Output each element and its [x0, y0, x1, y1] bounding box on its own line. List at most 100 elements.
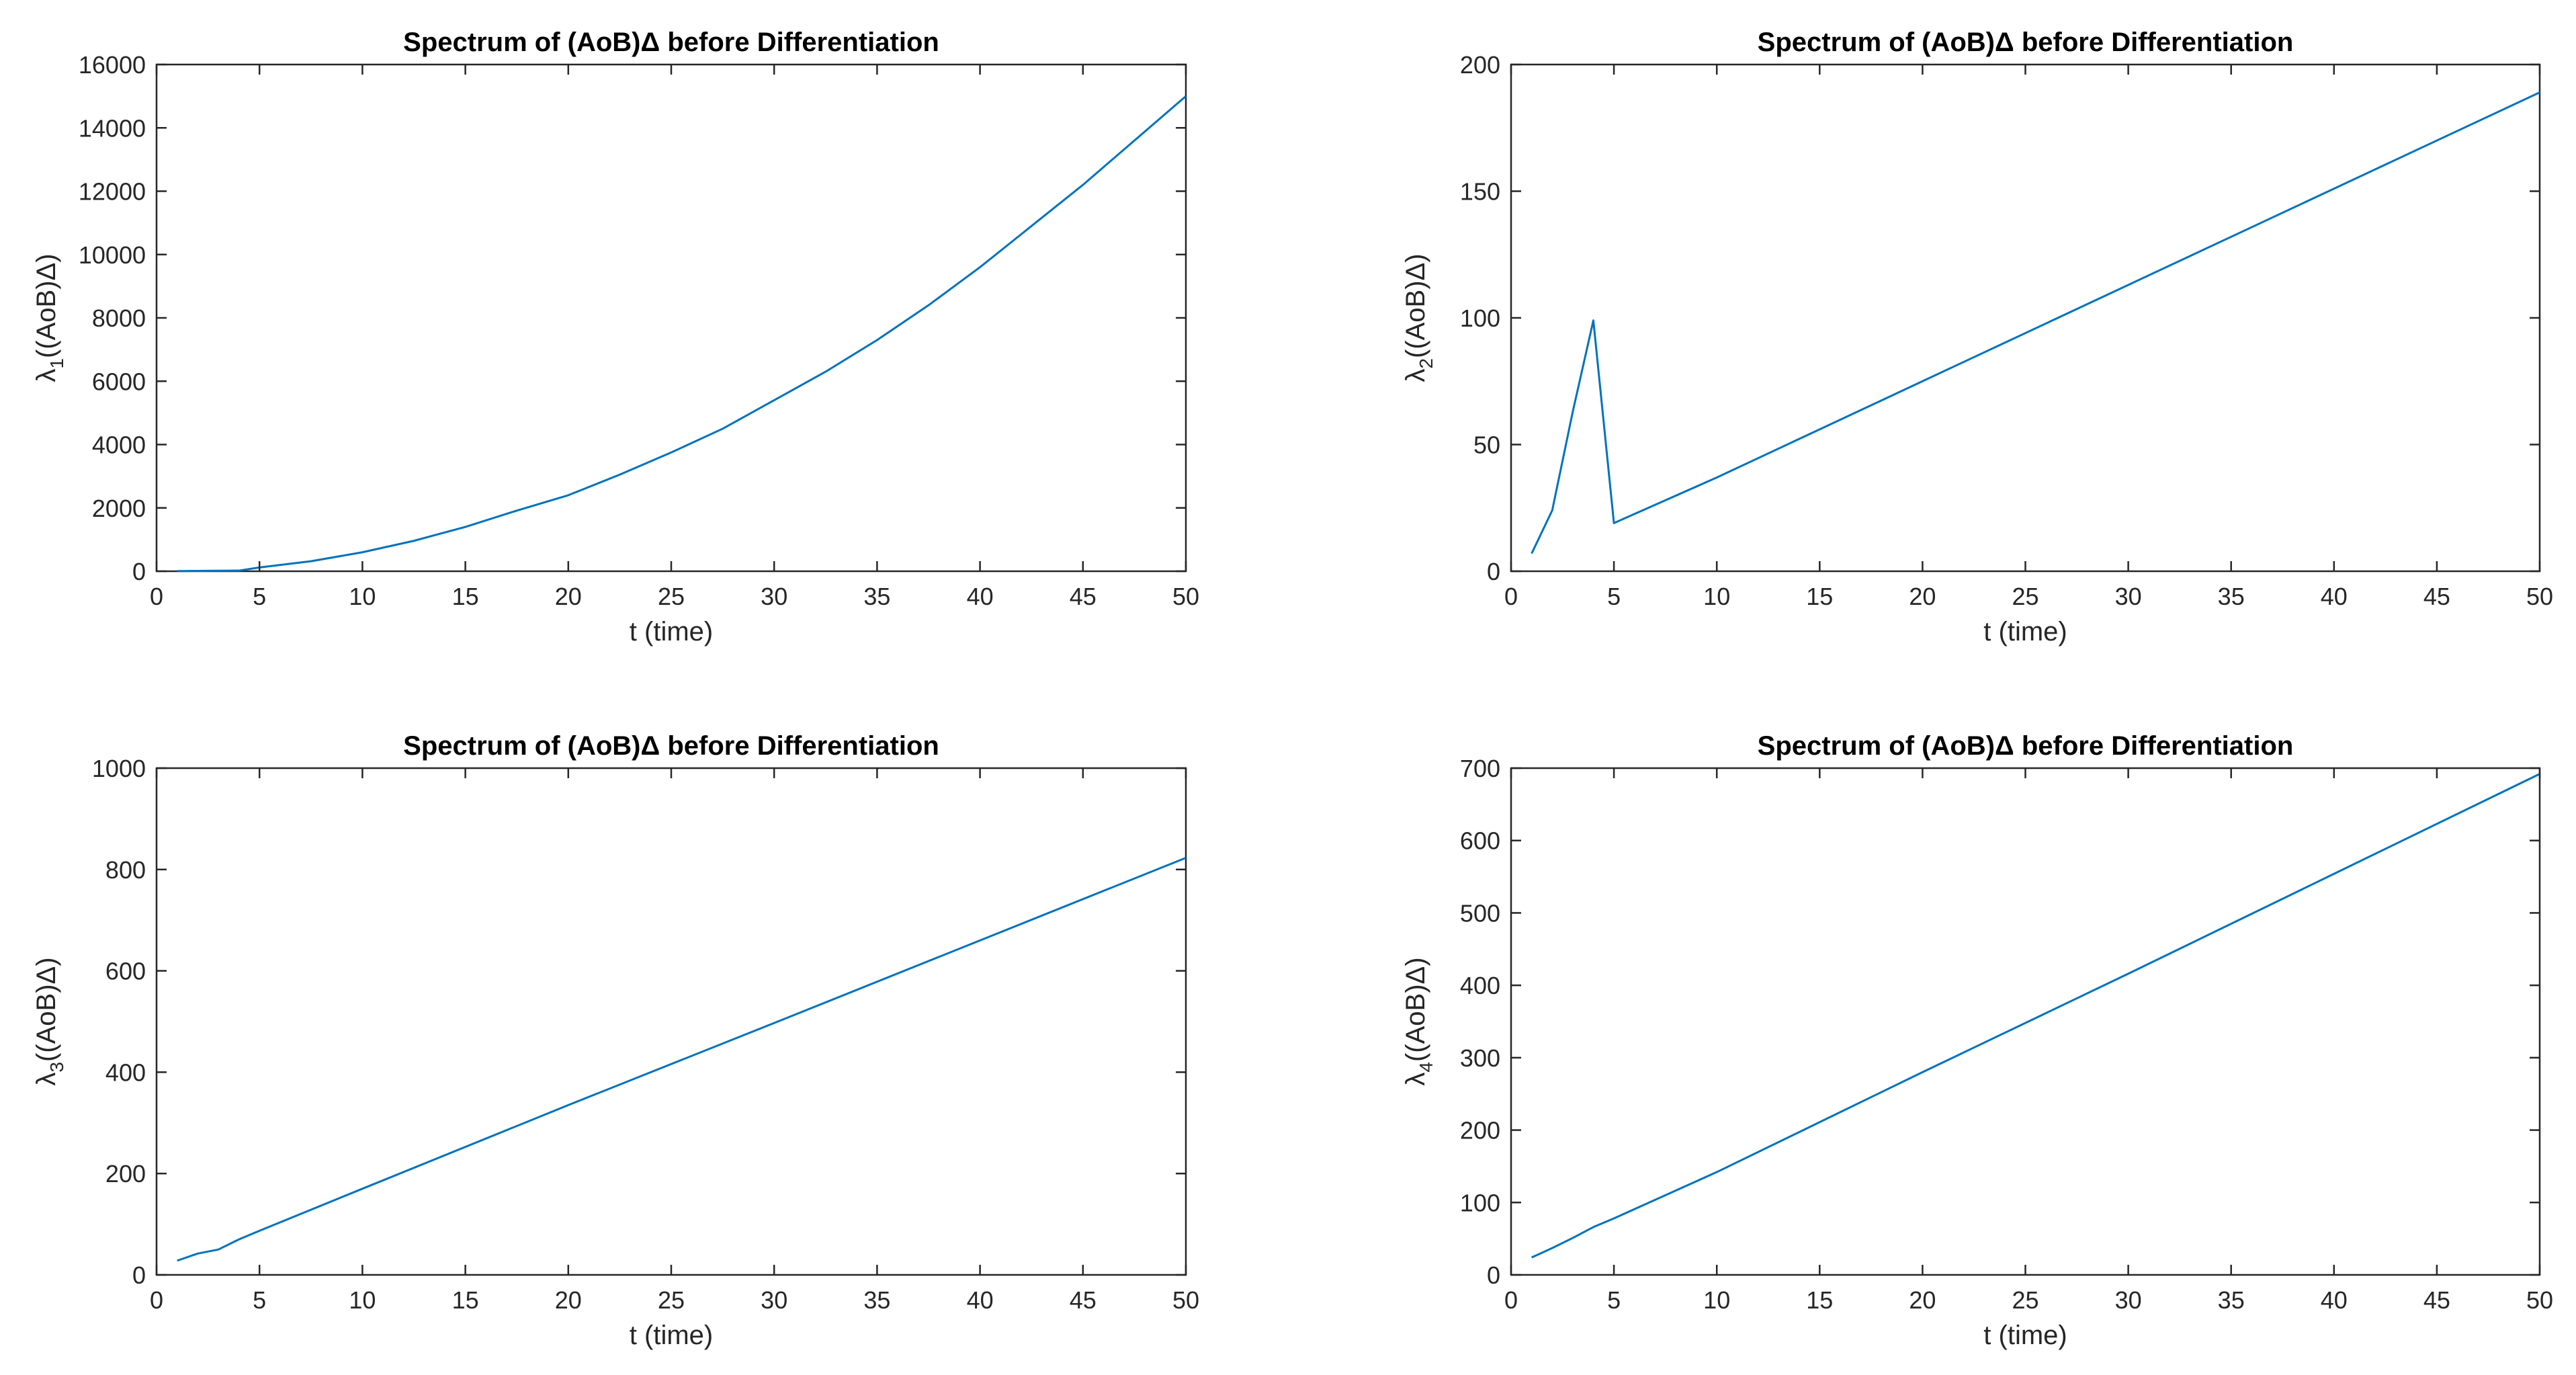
y-tick-label: 200: [1460, 51, 1500, 79]
y-tick-label: 2000: [92, 495, 146, 522]
x-tick-label: 0: [1504, 1286, 1518, 1314]
y-axis-label-symbol: λ: [32, 369, 61, 382]
x-tick-label: 30: [761, 583, 787, 610]
y-axis-label-rest: ((AoB)Δ): [1401, 253, 1430, 358]
series-line-lambda_2: [1531, 91, 2540, 554]
y-tick-label: 0: [132, 558, 146, 585]
x-tick-label: 10: [349, 583, 376, 610]
x-tick-label: 25: [2012, 583, 2038, 610]
x-tick-label: 30: [761, 1286, 787, 1314]
x-tick-label: 50: [1172, 1286, 1199, 1314]
x-tick-label: 25: [658, 583, 685, 610]
x-tick-label: 35: [863, 583, 890, 610]
y-axis-label-rest: ((AoB)Δ): [1401, 957, 1430, 1062]
y-tick-label: 200: [1460, 1117, 1500, 1144]
subplot-1: 0 5 10 15 20 25 30 35 40 45 50 0 2000 4000 6000 8000 100…: [32, 28, 1199, 647]
x-tick-label: 30: [2115, 1286, 2142, 1314]
chart-title: Spectrum of (AoB)Δ before Differentiatio…: [403, 731, 939, 761]
subplot-2: 0 5 10 15 20 25 30 35 40 45 50 0 50 100 150 200 Spectrum…: [1401, 28, 2553, 647]
x-tick-label: 45: [2423, 583, 2450, 610]
x-tick-label: 15: [452, 1286, 479, 1314]
y-tick-label: 800: [105, 856, 146, 884]
axes-box: [155, 63, 1187, 573]
chart-title: Spectrum of (AoB)Δ before Differentiatio…: [403, 28, 939, 57]
y-tick-label: 500: [1460, 899, 1500, 927]
x-tick-label: 15: [452, 583, 479, 610]
x-tick-label: 35: [2218, 1286, 2245, 1314]
y-tick-label: 4000: [92, 431, 146, 459]
x-tick-label: 10: [349, 1286, 376, 1314]
y-axis-label-subscript: 1: [46, 358, 67, 369]
x-tick-label: 40: [2321, 583, 2348, 610]
y-tick-label: 100: [1460, 304, 1500, 332]
x-tick-label: 20: [555, 583, 582, 610]
y-tick-label: 200: [105, 1160, 146, 1188]
y-tick-label: 14000: [79, 114, 146, 142]
x-tick-label: 5: [1607, 583, 1621, 610]
x-tick-label: 5: [253, 1286, 266, 1314]
axes-box: [1510, 767, 2541, 1276]
y-axis-label: λ4((AoB)Δ): [1401, 957, 1436, 1085]
y-tick-label: 400: [105, 1058, 146, 1086]
x-axis-label: t (time): [630, 1321, 713, 1350]
y-tick-label: 50: [1473, 431, 1500, 459]
subplot-3: 0 5 10 15 20 25 30 35 40 45 50 0 200 400 600 800 1000 Spe…: [32, 731, 1199, 1350]
y-axis-label-symbol: λ: [32, 1073, 61, 1086]
x-tick-label: 15: [1806, 583, 1833, 610]
x-tick-label: 50: [1172, 583, 1199, 610]
y-axis-label: λ1((AoB)Δ): [32, 253, 67, 382]
y-tick-label: 6000: [92, 368, 146, 395]
axes-box: [155, 767, 1187, 1276]
x-tick-label: 15: [1806, 1286, 1833, 1314]
axes-box: [1510, 63, 2541, 573]
x-axis-label: t (time): [1983, 1321, 2067, 1350]
y-axis-label-symbol: λ: [1401, 1073, 1430, 1086]
x-tick-label: 40: [2321, 1286, 2348, 1314]
x-tick-label: 0: [150, 583, 163, 610]
x-tick-label: 10: [1703, 1286, 1730, 1314]
x-axis-label: t (time): [630, 617, 713, 647]
series-line-lambda_3: [177, 857, 1187, 1262]
y-axis-label: λ2((AoB)Δ): [1401, 253, 1436, 382]
subplot-4: 0 5 10 15 20 25 30 35 40 45 5001002003004005006007…: [1401, 731, 2553, 1350]
x-tick-label: 50: [2526, 1286, 2553, 1314]
x-tick-label: 45: [1070, 1286, 1097, 1314]
chart-title: Spectrum of (AoB)Δ before Differentiatio…: [1758, 731, 2294, 761]
x-axis-label: t (time): [1983, 617, 2067, 647]
y-tick-label: 12000: [79, 178, 146, 206]
y-tick-label: 0: [1487, 1261, 1500, 1289]
x-tick-label: 30: [2115, 583, 2142, 610]
y-tick-label: 0: [1487, 558, 1500, 585]
x-tick-label: 25: [658, 1286, 685, 1314]
x-tick-label: 35: [863, 1286, 890, 1314]
series-line-lambda_1: [177, 95, 1187, 573]
x-tick-label: 0: [1504, 583, 1518, 610]
x-tick-label: 45: [1070, 583, 1097, 610]
x-tick-label: 45: [2423, 1286, 2450, 1314]
y-tick-label: 0: [132, 1261, 146, 1289]
x-tick-label: 40: [967, 583, 994, 610]
y-tick-label: 150: [1460, 178, 1500, 206]
y-axis-label: λ3((AoB)Δ): [32, 957, 67, 1085]
x-tick-label: 20: [1909, 1286, 1936, 1314]
x-tick-label: 40: [967, 1286, 994, 1314]
y-axis-label-subscript: 4: [1416, 1062, 1436, 1073]
y-tick-label: 300: [1460, 1044, 1500, 1072]
x-tick-label: 10: [1703, 583, 1730, 610]
x-tick-label: 25: [2012, 1286, 2038, 1314]
y-tick-label: 700: [1460, 755, 1500, 782]
y-axis-label-rest: ((AoB)Δ): [32, 253, 61, 358]
x-tick-label: 0: [150, 1286, 163, 1314]
chart-title: Spectrum of (AoB)Δ before Differentiatio…: [1758, 28, 2294, 57]
x-tick-label: 5: [253, 583, 266, 610]
x-tick-label: 20: [555, 1286, 582, 1314]
y-tick-label: 1000: [92, 755, 146, 782]
y-tick-label: 400: [1460, 972, 1500, 999]
y-tick-label: 100: [1460, 1189, 1500, 1216]
y-tick-label: 16000: [79, 51, 146, 79]
y-tick-label: 8000: [92, 304, 146, 332]
y-tick-label: 600: [1460, 827, 1500, 855]
x-tick-label: 20: [1909, 583, 1936, 610]
x-tick-label: 50: [2526, 583, 2553, 610]
